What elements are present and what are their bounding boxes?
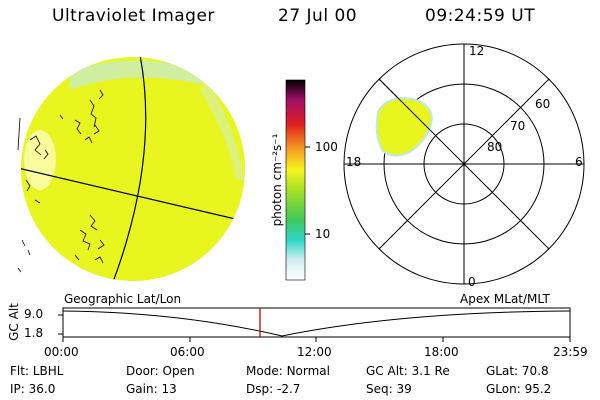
timeline-axis-label: GC Alt <box>7 303 21 341</box>
info-glat-value: 70.8 <box>521 364 549 378</box>
instrument-title: Ultraviolet Imager <box>52 6 215 26</box>
timeline-xtick-0600: 06:00 <box>170 345 205 359</box>
info-flt-value: LBHL <box>32 364 64 378</box>
info-flt: Flt: LBHL <box>10 364 63 378</box>
info-mode-value: Normal <box>286 364 330 378</box>
mlt-label-0: 0 <box>468 275 476 289</box>
time-label: 09:24:59 UT <box>425 6 536 26</box>
info-dsp-label: Dsp: <box>246 382 274 396</box>
info-glon-label: GLon: <box>486 382 521 396</box>
info-seq-value: 39 <box>396 382 412 396</box>
earth-image <box>17 57 245 281</box>
timeline-xtick-1800: 18:00 <box>424 345 459 359</box>
info-gcalt-label: GC Alt: <box>366 364 408 378</box>
lat-label-70: 70 <box>510 119 526 133</box>
colorbar-tick-100: 100 <box>315 140 338 154</box>
info-gain-label: Gain: <box>126 382 158 396</box>
timeline-right-label: Apex MLat/MLT <box>460 292 550 306</box>
info-dsp: Dsp: -2.7 <box>246 382 300 396</box>
timeline-left-label: Geographic Lat/Lon <box>64 292 182 306</box>
lat-label-60: 60 <box>535 97 551 111</box>
timeline-xtick-0000: 00:00 <box>44 345 79 359</box>
timeline-xtick-2359: 23:59 <box>553 345 588 359</box>
info-ip-label: IP: <box>10 382 25 396</box>
info-dsp-value: -2.7 <box>276 382 301 396</box>
timeline-plot <box>58 307 571 342</box>
polar-plot <box>343 43 585 285</box>
info-gcalt-value: 3.1 Re <box>411 364 450 378</box>
auroral-oval <box>375 96 434 157</box>
color-bar <box>285 79 310 281</box>
timeline-ytick-9: 9.0 <box>24 307 44 321</box>
timeline-xtick-1200: 12:00 <box>297 345 332 359</box>
colorbar-tick-10: 10 <box>315 227 331 241</box>
info-flt-label: Flt: <box>10 364 29 378</box>
info-gain: Gain: 13 <box>126 382 177 396</box>
lat-label-80: 80 <box>487 140 503 154</box>
info-ip-value: 36.0 <box>28 382 56 396</box>
date-label: 27 Jul 00 <box>278 6 358 26</box>
info-door: Door: Open <box>126 364 195 378</box>
info-gcalt: GC Alt: 3.1 Re <box>366 364 450 378</box>
info-gain-value: 13 <box>161 382 177 396</box>
info-ip: IP: 36.0 <box>10 382 55 396</box>
colorbar-unit-label: photon cm⁻²s⁻¹ <box>270 133 284 227</box>
info-door-label: Door: <box>126 364 159 378</box>
info-seq: Seq: 39 <box>366 382 412 396</box>
timeline-ytick-1-8: 1.8 <box>24 326 44 340</box>
mlt-label-12: 12 <box>469 44 485 58</box>
info-mode-label: Mode: <box>246 364 283 378</box>
info-glat: GLat: 70.8 <box>486 364 549 378</box>
info-glat-label: GLat: <box>486 364 519 378</box>
info-glon: GLon: 95.2 <box>486 382 551 396</box>
info-seq-label: Seq: <box>366 382 393 396</box>
mlt-label-6: 6 <box>575 155 583 169</box>
mlt-label-18: 18 <box>346 155 362 169</box>
info-glon-value: 95.2 <box>524 382 552 396</box>
info-mode: Mode: Normal <box>246 364 330 378</box>
info-door-value: Open <box>162 364 195 378</box>
